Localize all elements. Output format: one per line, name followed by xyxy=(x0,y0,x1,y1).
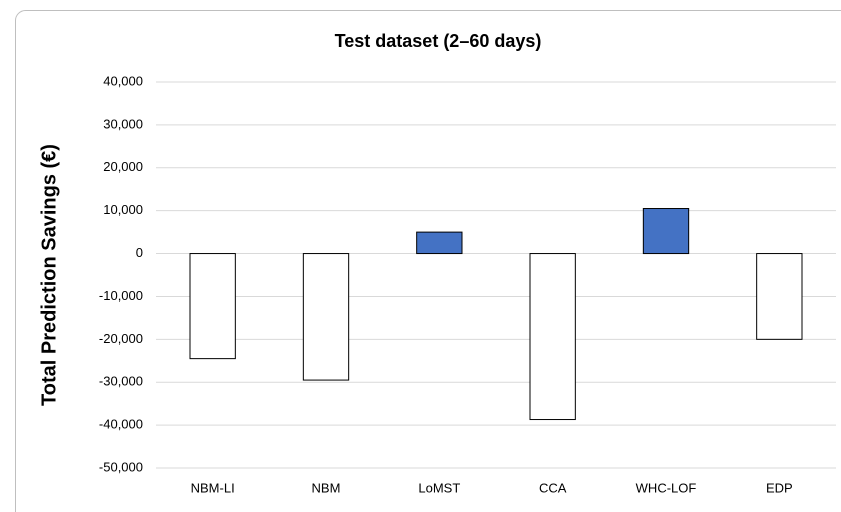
x-tick-label: LoMST xyxy=(418,480,460,495)
y-tick-label: 0 xyxy=(136,245,143,260)
bar xyxy=(529,253,576,421)
y-tick-label: -10,000 xyxy=(99,288,143,303)
chart-border xyxy=(15,10,841,512)
y-tick-label: -30,000 xyxy=(99,374,143,389)
y-tick-label: 30,000 xyxy=(103,116,143,131)
x-tick-label: NBM-LI xyxy=(191,480,235,495)
bar xyxy=(642,208,690,255)
x-tick-label: NBM xyxy=(312,480,341,495)
bar xyxy=(189,253,236,360)
y-tick-label: 40,000 xyxy=(103,73,143,88)
x-tick-label: EDP xyxy=(766,480,793,495)
y-tick-label: 20,000 xyxy=(103,159,143,174)
chart-title: Test dataset (2–60 days) xyxy=(335,31,542,51)
y-axis-title: Total Prediction Savings (€) xyxy=(38,144,60,406)
y-tick-label: 10,000 xyxy=(103,202,143,217)
bar xyxy=(416,231,463,255)
y-tick-label: -20,000 xyxy=(99,331,143,346)
bar xyxy=(756,253,803,340)
y-tick-label: -50,000 xyxy=(99,459,143,474)
bar xyxy=(302,253,350,381)
y-tick-label: -40,000 xyxy=(99,417,143,432)
x-tick-label: WHC-LOF xyxy=(636,480,697,495)
x-tick-label: CCA xyxy=(539,480,567,495)
